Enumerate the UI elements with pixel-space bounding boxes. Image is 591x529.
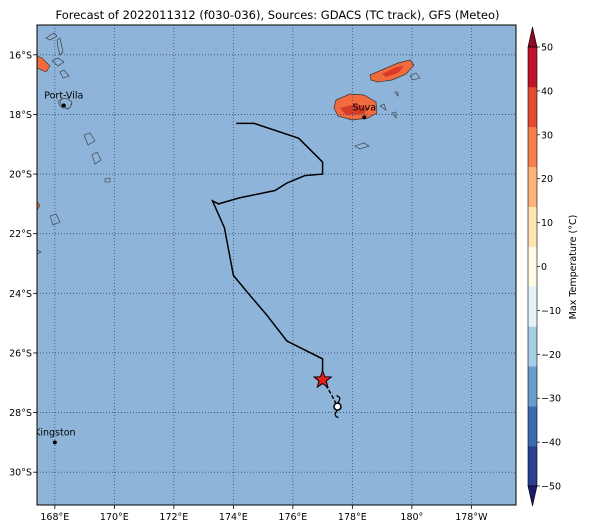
- island-outline: [37, 249, 42, 255]
- island-outline: [91, 151, 102, 165]
- ocean-background: [37, 25, 516, 505]
- colorbar-tick-label: 40: [541, 86, 553, 97]
- lat-tick-label: 24°S: [9, 289, 32, 300]
- island-outline: [104, 177, 111, 183]
- colorbar-bin: [528, 326, 537, 367]
- cyclone-symbol-icon: [333, 402, 342, 411]
- colorbar-tick-label: −40: [541, 438, 561, 449]
- track-line: [210, 122, 324, 380]
- island-outline: [379, 103, 387, 111]
- graticule: [37, 25, 516, 505]
- colorbar-tick-label: 10: [541, 218, 553, 229]
- lat-tick-label: 26°S: [9, 348, 32, 359]
- land-warm: [37, 201, 41, 211]
- lon-tick-label: 180°: [400, 512, 423, 523]
- colorbar-tick-label: 50: [541, 43, 553, 54]
- lon-tick-label: 178°E: [338, 512, 367, 523]
- colorbar-bin: [528, 446, 537, 487]
- map-frame: [36, 24, 517, 506]
- colorbar-tick-label: −10: [541, 306, 561, 317]
- land-viti-levu-core: [340, 104, 368, 115]
- colorbar-tick-label: −20: [541, 350, 561, 361]
- island-outline: [56, 37, 64, 56]
- colorbar-min-extend: [527, 485, 538, 507]
- colorbar-tick-label: 30: [541, 130, 553, 141]
- city-dot: [52, 440, 57, 445]
- land-vanua-levu-core: [382, 66, 404, 77]
- lat-tick-label: 18°S: [9, 110, 32, 121]
- cyclone-arm: [336, 394, 341, 404]
- colorbar-tick-label: 20: [541, 174, 553, 185]
- island-outline: [49, 213, 61, 226]
- lon-tick-label: 174°E: [219, 512, 248, 523]
- island-outline: [83, 132, 96, 146]
- colorbar-bin: [528, 126, 537, 168]
- colorbar-bin: [528, 86, 537, 128]
- island-outline: [394, 91, 399, 97]
- colorbar-tick-label: −50: [541, 482, 561, 493]
- colorbar-tick-label: −30: [541, 394, 561, 405]
- island-outline: [354, 142, 370, 150]
- lon-tick-label: 176°E: [278, 512, 307, 523]
- forecast-track-line: [321, 379, 339, 407]
- colorbar-bin: [528, 166, 537, 207]
- city-label: Suva: [353, 102, 377, 113]
- city-markers: Port-Vila Suva Kingston: [34, 90, 377, 445]
- colorbar-bin: [528, 286, 537, 327]
- colorbar-bin: [528, 366, 537, 407]
- island-outline: [391, 111, 397, 119]
- storm-position-star-icon: [312, 369, 333, 389]
- map-axis-ticks: 168°E 170°E 172°E 174°E 176°E 178°E 180° 178°W 1…: [9, 50, 488, 523]
- land-warm: [37, 55, 51, 73]
- city-label: Kingston: [34, 427, 75, 438]
- lat-tick-label: 20°S: [9, 170, 32, 181]
- colorbar: 50 40 30 20 10 0 −10 −20 −30 −40 −50: [527, 26, 561, 507]
- colorbar-bin: [528, 406, 537, 447]
- colorbar-label: Max Temperature (°C): [568, 215, 579, 320]
- colorbar-bin: [528, 206, 537, 247]
- city-dot: [362, 115, 367, 120]
- lon-tick-label: 172°E: [159, 512, 188, 523]
- map-title: Forecast of 2022011312 (f030-036), Sourc…: [55, 8, 500, 22]
- city-label: Port-Vila: [44, 90, 83, 101]
- lon-tick-label: 168°E: [40, 512, 69, 523]
- lat-tick-label: 30°S: [9, 468, 32, 479]
- lat-tick-label: 16°S: [9, 50, 32, 61]
- colorbar-tick-label: 0: [541, 262, 547, 273]
- island-outline: [409, 72, 421, 81]
- island-outline: [45, 32, 58, 41]
- lat-tick-label: 28°S: [9, 408, 32, 419]
- city-dot: [61, 103, 66, 108]
- colorbar-bin: [528, 246, 537, 287]
- lon-tick-label: 170°E: [100, 512, 129, 523]
- cyclone-track: [210, 122, 342, 419]
- colorbar-bin: [528, 47, 537, 88]
- lat-tick-label: 22°S: [9, 229, 32, 240]
- island-outline: [59, 69, 70, 79]
- colorbar-max-extend: [527, 26, 538, 48]
- lon-tick-label: 178°W: [455, 512, 488, 523]
- island-outline: [51, 57, 65, 67]
- land-masses: [37, 32, 421, 255]
- cyclone-arm: [334, 409, 339, 419]
